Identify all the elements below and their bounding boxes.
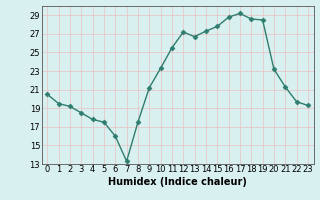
X-axis label: Humidex (Indice chaleur): Humidex (Indice chaleur)	[108, 177, 247, 187]
